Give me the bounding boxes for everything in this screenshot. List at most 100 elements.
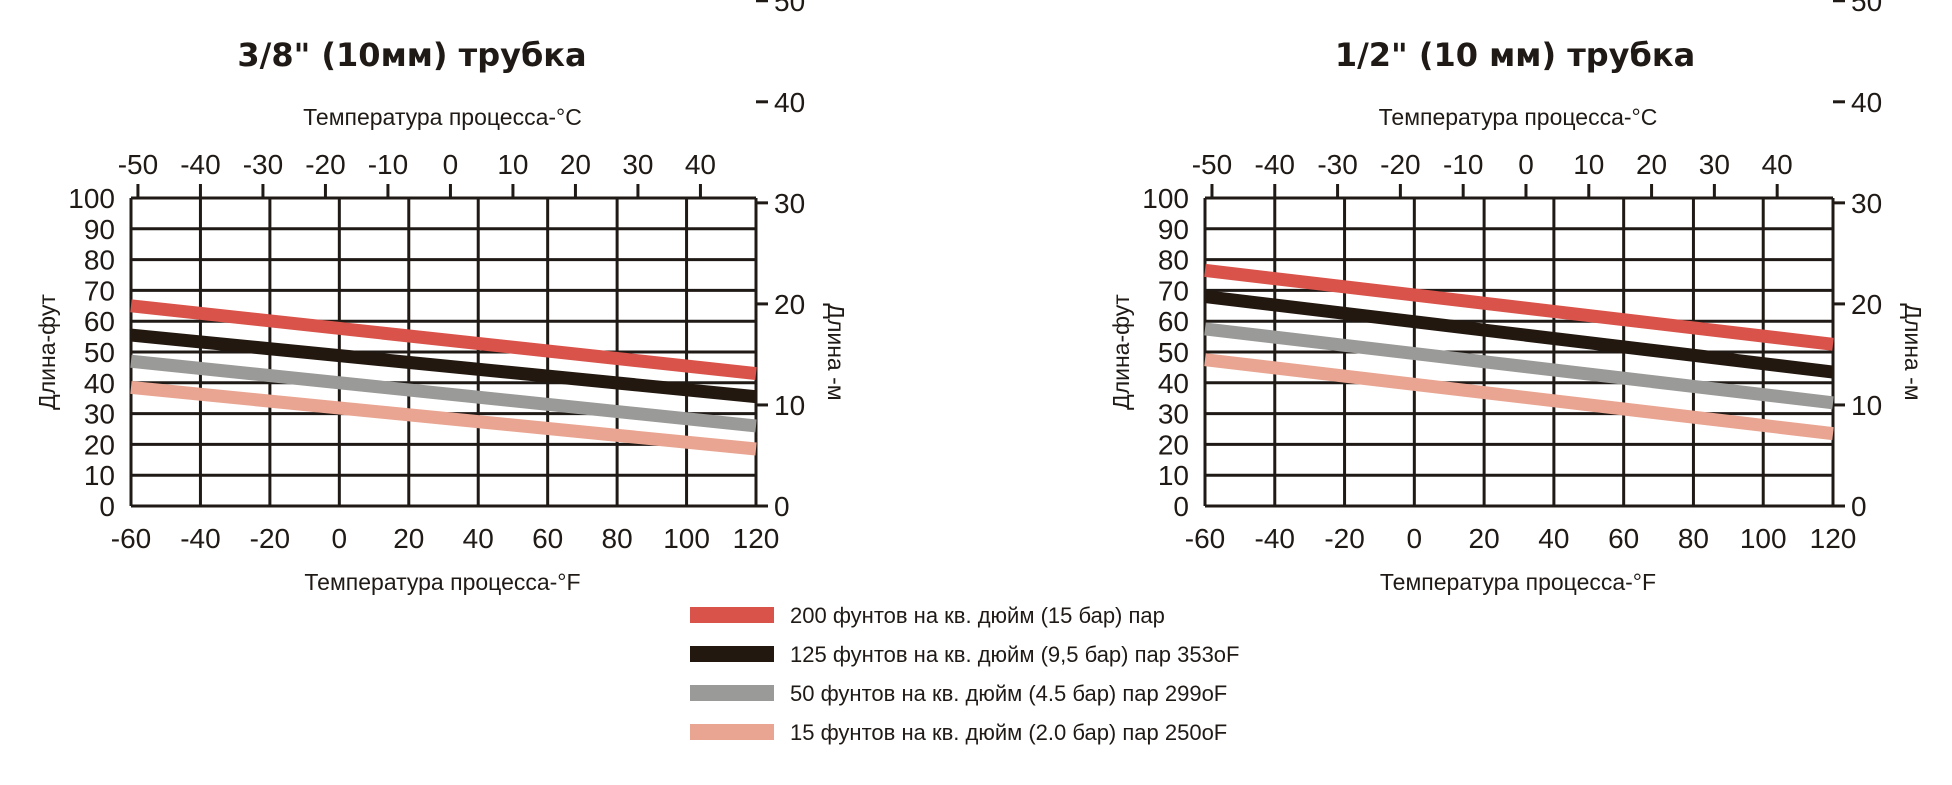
left-tick-label: 70 (1158, 275, 1189, 306)
top-tick-label: 40 (685, 149, 716, 180)
left-tick-label: 20 (1158, 429, 1189, 460)
left-tick-label: 80 (1158, 245, 1189, 276)
top-tick-label: -20 (305, 149, 345, 180)
left-tick-label: 90 (1158, 214, 1189, 245)
top-tick-label: 40 (1762, 149, 1793, 180)
right-tick-label: 20 (774, 289, 805, 320)
bottom-axis-title: Температура процесса-°F (1380, 569, 1656, 595)
series-line-0 (1204, 263, 1834, 351)
bottom-tick-label: 60 (1608, 523, 1639, 554)
legend-swatch (690, 685, 774, 701)
bottom-tick-label: 40 (1538, 523, 1569, 554)
top-tick-label: 30 (1699, 149, 1730, 180)
right-axis-title: Длина -м (1900, 303, 1926, 400)
chart-title: 3/8" (10мм) трубка (237, 36, 586, 74)
top-tick-label: -10 (368, 149, 408, 180)
series-line-1 (1204, 290, 1834, 379)
top-tick-label: 0 (1518, 149, 1534, 180)
bottom-tick-label: 120 (1810, 523, 1857, 554)
top-tick-label: -30 (243, 149, 283, 180)
left-tick-label: 50 (1158, 337, 1189, 368)
bottom-tick-label: 80 (602, 523, 633, 554)
right-tick-label: 30 (774, 188, 805, 219)
left-tick-label: 40 (84, 368, 115, 399)
right-tick-label: 30 (1851, 188, 1882, 219)
series-line-3 (130, 380, 757, 456)
top-tick-label: -50 (118, 149, 158, 180)
legend-label: 50 фунтов на кв. дюйм (4.5 бар) пар 299o… (790, 681, 1227, 706)
bottom-tick-label: -40 (180, 523, 220, 554)
chart-3-8-tube: 3/8" (10мм) трубка-50 -40 -30 -20 -10 0 10 20 30… (34, 0, 849, 595)
right-tick-label: 0 (774, 491, 790, 522)
bottom-tick-label: -60 (1185, 523, 1225, 554)
left-tick-label: 100 (1142, 183, 1189, 214)
legend-label: 125 фунтов на кв. дюйм (9,5 бар) пар 353… (790, 642, 1240, 667)
legend-label: 15 фунтов на кв. дюйм (2.0 бар) пар 250o… (790, 720, 1227, 745)
right-tick-label: 10 (774, 390, 805, 421)
legend-label: 200 фунтов на кв. дюйм (15 бар) пар (790, 603, 1165, 628)
top-tick-label: 10 (1573, 149, 1604, 180)
left-tick-label: 60 (1158, 306, 1189, 337)
left-tick-label: 70 (84, 275, 115, 306)
top-axis-title: Температура процесса-°C (1379, 104, 1658, 130)
bottom-axis-title: Температура процесса-°F (304, 569, 580, 595)
bottom-tick-label: -40 (1255, 523, 1295, 554)
top-tick-label: 10 (497, 149, 528, 180)
bottom-tick-label: 100 (1740, 523, 1787, 554)
top-tick-label: -30 (1317, 149, 1357, 180)
right-tick-label: 10 (1851, 390, 1882, 421)
left-tick-label: 10 (84, 460, 115, 491)
left-tick-label: 0 (1173, 491, 1189, 522)
top-tick-label: 20 (1636, 149, 1667, 180)
top-tick-label: 0 (443, 149, 459, 180)
bottom-tick-label: 80 (1678, 523, 1709, 554)
bottom-tick-label: 100 (663, 523, 710, 554)
left-axis-title: Длина-фут (1108, 294, 1134, 410)
top-tick-label: -20 (1380, 149, 1420, 180)
right-tick-label: 40 (774, 87, 805, 118)
bottom-tick-label: 20 (393, 523, 424, 554)
chart-1-2-tube: 1/2" (10 мм) трубка-50 -40 -30 -20 -10 0 10 20 3… (1108, 0, 1926, 595)
left-tick-label: 50 (84, 337, 115, 368)
bottom-tick-label: -20 (1324, 523, 1364, 554)
legend-swatch (690, 607, 774, 623)
left-tick-label: 30 (84, 399, 115, 430)
legend-swatch (690, 724, 774, 740)
left-tick-label: 80 (84, 245, 115, 276)
right-axis-title: Длина -м (823, 303, 849, 400)
top-tick-label: 30 (622, 149, 653, 180)
legend-swatch (690, 646, 774, 662)
left-tick-label: 60 (84, 306, 115, 337)
left-tick-label: 30 (1158, 399, 1189, 430)
bottom-tick-label: 0 (332, 523, 348, 554)
legend: 200 фунтов на кв. дюйм (15 бар) пар 125 ф… (690, 603, 1240, 745)
right-tick-label: 20 (1851, 289, 1882, 320)
right-tick-label: 50 (1851, 0, 1882, 17)
bottom-tick-label: 60 (532, 523, 563, 554)
left-tick-label: 100 (68, 183, 115, 214)
chart-title: 1/2" (10 мм) трубка (1335, 36, 1695, 74)
bottom-tick-label: 0 (1407, 523, 1423, 554)
top-tick-label: -40 (180, 149, 220, 180)
left-axis-title: Длина-фут (34, 294, 60, 410)
series-line-3 (1204, 353, 1834, 441)
left-tick-label: 40 (1158, 368, 1189, 399)
top-tick-label: 20 (560, 149, 591, 180)
bottom-tick-label: 120 (733, 523, 780, 554)
right-tick-label: 50 (774, 0, 805, 17)
top-tick-label: -50 (1192, 149, 1232, 180)
series-line-1 (130, 328, 757, 404)
left-tick-label: 0 (99, 491, 115, 522)
left-tick-label: 90 (84, 214, 115, 245)
right-tick-label: 0 (1851, 491, 1867, 522)
left-tick-label: 20 (84, 429, 115, 460)
series-line-2 (1204, 322, 1834, 410)
series-line-0 (130, 299, 757, 381)
bottom-tick-label: 20 (1469, 523, 1500, 554)
top-tick-label: -40 (1255, 149, 1295, 180)
right-tick-label: 40 (1851, 87, 1882, 118)
bottom-tick-label: -20 (250, 523, 290, 554)
top-tick-label: -10 (1443, 149, 1483, 180)
